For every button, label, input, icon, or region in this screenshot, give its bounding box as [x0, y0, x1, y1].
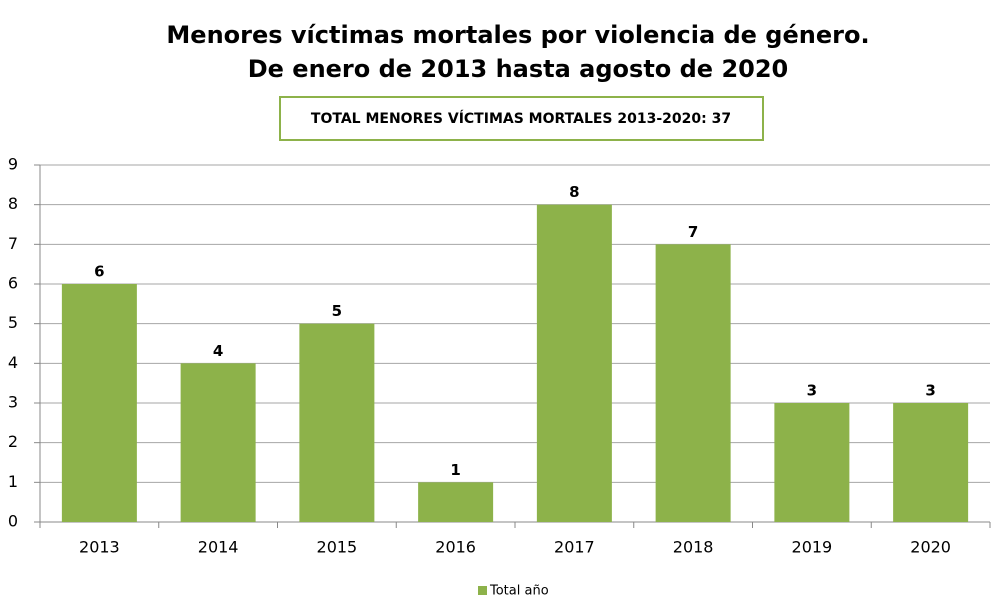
- annotation: TOTAL MENORES VÍCTIMAS MORTALES 2013-202…: [311, 110, 731, 127]
- y-tick-label: 1: [8, 472, 18, 491]
- bar: [774, 403, 850, 522]
- annotation-box: [279, 96, 764, 141]
- bar: [299, 323, 375, 522]
- chart-title: De enero de 2013 hasta agosto de 2020: [248, 55, 789, 83]
- y-tick-label: 4: [8, 353, 18, 372]
- data-label: 1: [450, 461, 460, 479]
- x-tick-label: 2018: [673, 538, 714, 557]
- data-label: 4: [213, 342, 223, 360]
- bar: [61, 284, 137, 522]
- legend-swatch: [478, 586, 487, 595]
- chart-title: Menores víctimas mortales por violencia …: [166, 21, 869, 49]
- x-tick-label: 2013: [79, 538, 120, 557]
- legend-label: Total año: [489, 584, 549, 599]
- y-tick-label: 7: [8, 234, 18, 253]
- bar: [536, 204, 612, 522]
- x-tick-label: 2019: [792, 538, 833, 557]
- y-tick-label: 0: [8, 512, 18, 531]
- bar: [893, 403, 969, 522]
- data-label: 7: [688, 223, 698, 241]
- x-tick-label: 2015: [317, 538, 358, 557]
- x-tick-label: 2020: [910, 538, 951, 557]
- data-label: 6: [94, 263, 104, 281]
- x-tick-label: 2016: [435, 538, 476, 557]
- bar: [655, 244, 731, 523]
- y-tick-label: 3: [8, 393, 18, 412]
- data-label: 8: [569, 183, 579, 201]
- data-label: 5: [332, 302, 342, 320]
- bar: [180, 363, 256, 522]
- y-tick-label: 6: [8, 274, 18, 293]
- data-label: 3: [807, 382, 817, 400]
- bar: [418, 482, 494, 522]
- x-tick-label: 2014: [198, 538, 239, 557]
- x-tick-label: 2017: [554, 538, 595, 557]
- y-tick-label: 5: [8, 313, 18, 332]
- y-tick-label: 2: [8, 432, 18, 451]
- y-tick-label: 8: [8, 194, 18, 213]
- y-tick-label: 9: [8, 155, 18, 174]
- data-label: 3: [925, 382, 935, 400]
